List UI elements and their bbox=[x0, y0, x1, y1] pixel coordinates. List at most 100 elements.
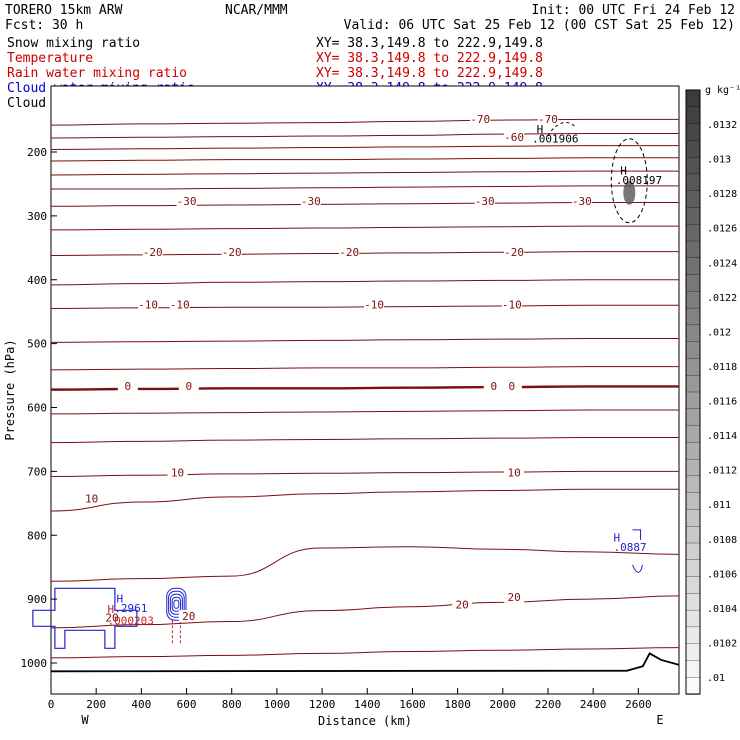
contour-label: 20 bbox=[105, 611, 118, 624]
contour-label-bg bbox=[138, 298, 159, 311]
contour-label: -30 bbox=[177, 195, 197, 208]
colorbar: .0132 .013 .0128 .0126 .0124 .0122 .012 .0118 .0… bbox=[685, 89, 737, 695]
contour-label-bg bbox=[483, 380, 504, 393]
colorbar-swatch bbox=[685, 173, 701, 192]
contour-label: -20 bbox=[504, 246, 524, 259]
colorbar-swatch bbox=[685, 593, 701, 611]
colorbar-swatch bbox=[685, 408, 701, 427]
contour-label-bg bbox=[178, 610, 199, 623]
contour-label: -30 bbox=[301, 195, 321, 208]
temperature-contour-line bbox=[50, 488, 679, 512]
colorbar-label: .0106 bbox=[707, 569, 737, 580]
colorbar-swatch bbox=[685, 475, 701, 494]
colorbar-swatch bbox=[685, 123, 701, 141]
y-tick-label: 700 bbox=[27, 465, 47, 478]
legend-xy: XY= 38.3,149.8 to 222.9,149.8 bbox=[316, 66, 543, 81]
cloud-water-core-contour bbox=[168, 590, 185, 618]
contour-label: -30 bbox=[572, 195, 592, 208]
maximum-marker: .0887 bbox=[613, 541, 646, 554]
snow-contour bbox=[547, 121, 576, 137]
maximum-marker: H bbox=[613, 532, 620, 545]
colorbar-label: .013 bbox=[707, 155, 731, 166]
contour-label-bg bbox=[474, 194, 495, 207]
x-tick-label: 1200 bbox=[309, 698, 336, 711]
temperature-contour-line bbox=[50, 145, 679, 150]
legend-xy: XY= 38.3,149.8 to 222.9,149.8 bbox=[316, 36, 543, 51]
contour-label: 20 bbox=[507, 591, 520, 604]
temperature-contour-line bbox=[50, 366, 679, 371]
contour-label-bg bbox=[178, 380, 199, 393]
temperature-contour-line bbox=[50, 409, 679, 415]
temperature-contour-line bbox=[50, 647, 680, 659]
temperature-contour-line bbox=[50, 595, 680, 629]
contour-label: -10 bbox=[364, 298, 384, 311]
colorbar-swatch bbox=[685, 677, 701, 695]
temperature-contour-line bbox=[50, 225, 679, 231]
contour-label: -20 bbox=[339, 246, 359, 259]
colorbar-swatch bbox=[685, 425, 701, 443]
y-tick-label: 500 bbox=[27, 338, 47, 351]
contour-label: -70 bbox=[538, 113, 558, 126]
colorbar-label: .0114 bbox=[707, 431, 737, 442]
contour-label: -20 bbox=[222, 246, 242, 259]
temperature-contour-line bbox=[50, 279, 679, 286]
colorbar-label: .01 bbox=[707, 673, 725, 684]
temperature-contour-line bbox=[50, 546, 680, 582]
contour-label-bg bbox=[501, 380, 522, 393]
legend-label: Snow mixing ratio bbox=[7, 36, 140, 51]
colorbar-swatch bbox=[685, 274, 701, 292]
colorbar-label: .0132 bbox=[707, 120, 737, 131]
contour-label: -10 bbox=[138, 298, 158, 311]
contour-label-bg bbox=[364, 298, 385, 311]
y-tick-label: 600 bbox=[27, 402, 47, 415]
east-label: E bbox=[656, 713, 663, 727]
contour-label: 20 bbox=[456, 599, 469, 612]
x-tick-label: 200 bbox=[86, 698, 106, 711]
temperature-contour-line bbox=[50, 118, 679, 126]
legend-xy: XY= 38.3,149.8 to 222.9,149.8 bbox=[316, 51, 543, 66]
y-axis-ticks: 200 300 400 500 600 700 800 900 1000 bbox=[21, 146, 57, 670]
colorbar-label: .0112 bbox=[707, 466, 737, 477]
y-tick-label: 1000 bbox=[21, 657, 48, 670]
y-tick-label: 800 bbox=[27, 529, 47, 542]
x-axis-ticks: 0 200 400 600 800 1000 1200 1400 1600 1800 2000 220… bbox=[48, 688, 652, 711]
cloud-ice-contour bbox=[610, 138, 648, 224]
contour-label-bg bbox=[537, 113, 558, 126]
colorbar-swatch bbox=[685, 391, 701, 410]
colorbar-swatch bbox=[685, 559, 701, 578]
contour-label-bg bbox=[169, 298, 190, 311]
colorbar-swatch bbox=[685, 643, 701, 662]
colorbar-label: .0122 bbox=[707, 293, 737, 304]
colorbar-label: .0128 bbox=[707, 189, 737, 200]
contour-label: 10 bbox=[171, 466, 184, 479]
maximum-marker: H bbox=[117, 592, 124, 605]
colorbar-swatch bbox=[685, 458, 701, 477]
colorbar-swatch bbox=[685, 509, 701, 527]
x-tick-label: 0 bbox=[48, 698, 55, 711]
colorbar-swatch bbox=[685, 89, 701, 108]
colorbar-swatch bbox=[685, 576, 701, 594]
colorbar-swatch bbox=[685, 492, 701, 511]
maximum-marker: .008197 bbox=[616, 174, 662, 187]
y-tick-label: 200 bbox=[27, 146, 47, 159]
cloud-water-core-contour bbox=[166, 587, 187, 621]
x-tick-label: 2600 bbox=[625, 698, 652, 711]
contour-label: 10 bbox=[85, 492, 98, 505]
colorbar-swatch bbox=[685, 542, 701, 561]
contour-label: 0 bbox=[490, 380, 497, 393]
maximum-marker: H bbox=[107, 603, 114, 616]
west-label: W bbox=[81, 713, 89, 727]
temperature-contour-line bbox=[50, 185, 679, 190]
colorbar-swatch bbox=[685, 207, 701, 225]
model-title: TORERO 15km ARW bbox=[5, 3, 123, 18]
cloud-water-core-contour bbox=[173, 599, 180, 609]
contour-label-bg bbox=[571, 194, 592, 207]
cloud-features bbox=[32, 121, 648, 649]
colorbar-label: .0126 bbox=[707, 224, 737, 235]
contour-label: 0 bbox=[509, 380, 516, 393]
colorbar-label: .0116 bbox=[707, 397, 737, 408]
colorbar-label: .0102 bbox=[707, 638, 737, 649]
contour-label: 20 bbox=[182, 610, 195, 623]
cloud-water-contour-east bbox=[632, 529, 644, 573]
legend-label: Temperature bbox=[7, 51, 93, 66]
